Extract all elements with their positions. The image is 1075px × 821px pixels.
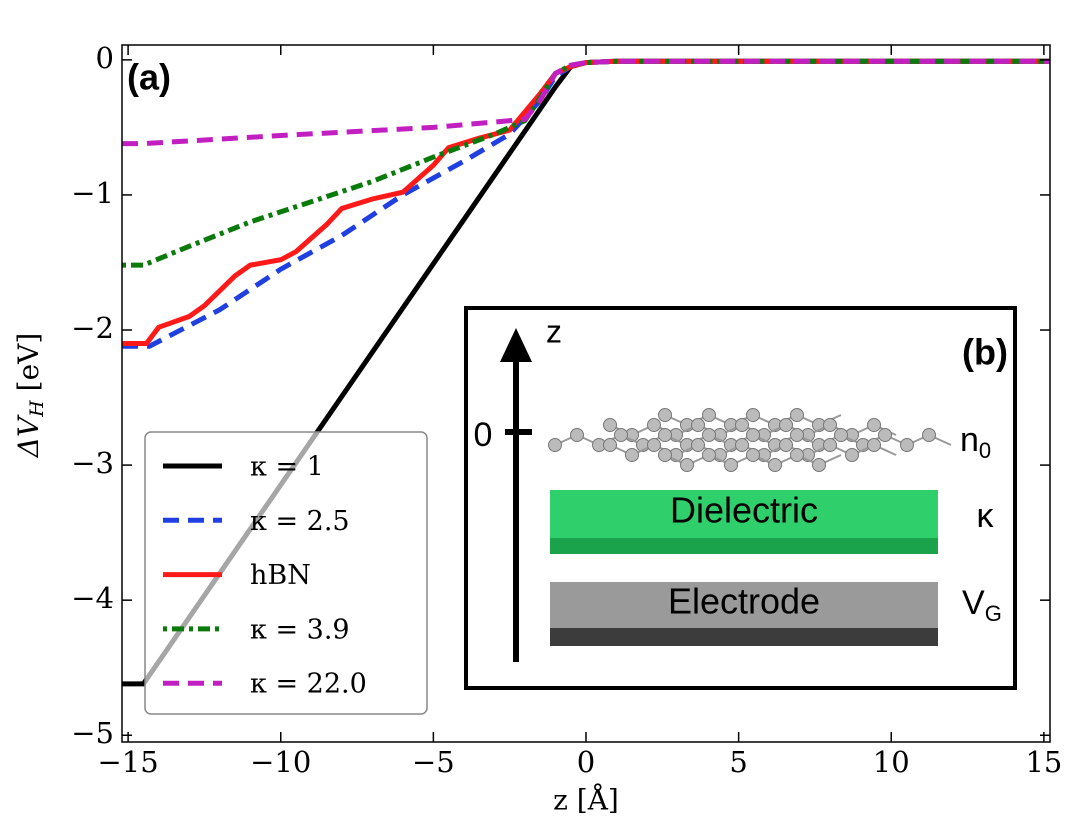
electrode-symbol-sub: G bbox=[985, 601, 1002, 626]
atom bbox=[691, 418, 705, 432]
y-tick-label: −3 bbox=[71, 446, 114, 480]
y-tick-label: −1 bbox=[71, 176, 114, 210]
legend-label: κ = 3.9 bbox=[250, 614, 350, 645]
y-axis-label: ΔVH [eV] bbox=[12, 333, 49, 459]
atom bbox=[680, 458, 694, 472]
atom bbox=[735, 438, 749, 452]
atom bbox=[768, 458, 782, 472]
plot-area bbox=[122, 58, 1050, 687]
atom bbox=[735, 418, 749, 432]
y-label-text: ΔV bbox=[12, 414, 45, 458]
y-tick-label: −4 bbox=[71, 581, 114, 615]
x-tick-label: −10 bbox=[250, 745, 311, 779]
y-label-unit: [eV] bbox=[12, 333, 45, 401]
atom bbox=[790, 448, 804, 462]
x-tick-label: 10 bbox=[873, 745, 910, 779]
x-tick-label: 0 bbox=[577, 745, 595, 779]
electrode-slab bbox=[550, 582, 938, 628]
sheet-label: n0 bbox=[960, 421, 991, 463]
graphene-sheet bbox=[548, 408, 952, 472]
atom bbox=[779, 438, 793, 452]
atom bbox=[834, 428, 848, 442]
dielectric-label: Dielectric bbox=[670, 490, 818, 531]
dielectric-slab bbox=[550, 490, 938, 538]
atom bbox=[746, 428, 760, 442]
panel-label: (a) bbox=[127, 57, 171, 98]
x-tick-label: −5 bbox=[412, 745, 455, 779]
electrode-symbol: VG bbox=[962, 584, 1002, 626]
inset-axis-label: z bbox=[546, 313, 562, 349]
atom bbox=[746, 408, 760, 422]
atom bbox=[647, 418, 661, 432]
arrow-head bbox=[500, 328, 532, 362]
inset-panel-label: (b) bbox=[962, 332, 1008, 373]
x-tick-label: −15 bbox=[98, 745, 159, 779]
sheet-symbol: n bbox=[960, 421, 979, 459]
origin-label: 0 bbox=[474, 416, 493, 454]
atom bbox=[823, 418, 837, 432]
atom bbox=[900, 438, 914, 452]
series-line bbox=[122, 58, 1050, 347]
sheet-sub: 0 bbox=[979, 438, 991, 463]
y-tick-label: −5 bbox=[71, 716, 114, 750]
atom bbox=[658, 408, 672, 422]
atom bbox=[658, 428, 672, 442]
series-line bbox=[122, 58, 1050, 349]
x-tick-label: 15 bbox=[1025, 745, 1062, 779]
atom bbox=[867, 418, 881, 432]
electrode-label: Electrode bbox=[668, 581, 820, 622]
atom bbox=[614, 428, 628, 442]
atom bbox=[812, 458, 826, 472]
atom bbox=[746, 448, 760, 462]
atom bbox=[658, 448, 672, 462]
atom bbox=[724, 458, 738, 472]
series-line bbox=[122, 58, 1050, 268]
atom bbox=[867, 438, 881, 452]
dielectric-symbol: κ bbox=[977, 497, 995, 535]
atom bbox=[845, 448, 859, 462]
atom bbox=[702, 448, 716, 462]
x-axis-label: z [Å] bbox=[553, 784, 619, 817]
atom bbox=[790, 408, 804, 422]
y-tick-label: 0 bbox=[96, 41, 114, 75]
y-tick-label: −2 bbox=[71, 311, 114, 345]
atom bbox=[625, 448, 639, 462]
legend-label: κ = 22.0 bbox=[250, 669, 367, 700]
atom bbox=[691, 438, 705, 452]
legend: κ = 1 κ = 2.5 hBN κ = 3.9 κ = 22.0 bbox=[144, 431, 428, 715]
legend-box bbox=[144, 431, 428, 715]
atom bbox=[878, 428, 892, 442]
y-label-sub: H bbox=[26, 400, 48, 418]
atom bbox=[647, 438, 661, 452]
atom bbox=[702, 428, 716, 442]
inset: z 0 (b) n0 Dielectric κ Electrode VG bbox=[464, 306, 1017, 690]
legend-label: κ = 2.5 bbox=[250, 506, 350, 537]
atom bbox=[790, 428, 804, 442]
atom bbox=[603, 418, 617, 432]
legend-label: κ = 1 bbox=[250, 452, 324, 483]
series-line bbox=[122, 58, 1050, 147]
atom bbox=[570, 428, 584, 442]
atom bbox=[702, 408, 716, 422]
atom bbox=[779, 418, 793, 432]
atom bbox=[823, 438, 837, 452]
atom bbox=[922, 428, 936, 442]
x-tick-label: 5 bbox=[729, 745, 747, 779]
legend-label: hBN bbox=[250, 560, 311, 591]
electrode-symbol-main: V bbox=[962, 584, 985, 622]
atom bbox=[548, 438, 562, 452]
atom bbox=[603, 438, 617, 452]
